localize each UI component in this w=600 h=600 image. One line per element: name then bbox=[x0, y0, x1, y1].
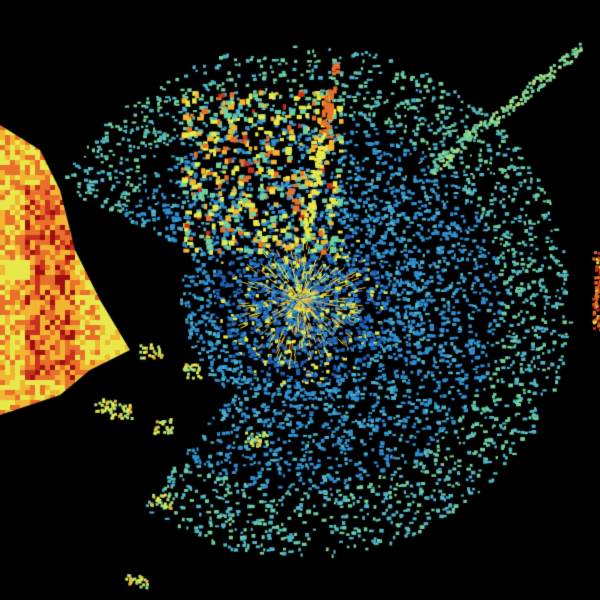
radar-image bbox=[0, 0, 600, 600]
radar-reflectivity-canvas bbox=[0, 0, 600, 600]
